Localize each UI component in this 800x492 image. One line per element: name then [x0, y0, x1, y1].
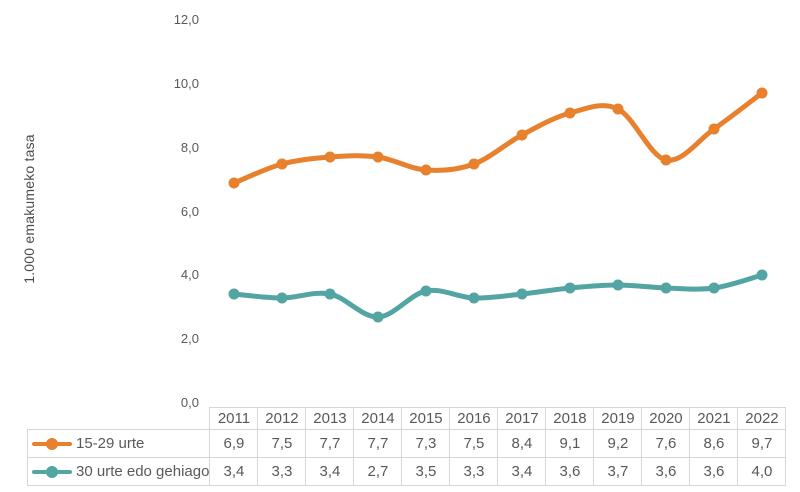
data-point-30-urte-edo-gehiago-2021	[708, 282, 720, 294]
value-cell-15-29-urte-2013: 7,7	[305, 429, 355, 458]
y-tick-label: 4,0	[180, 267, 199, 283]
year-header-2021: 2021	[689, 407, 739, 430]
data-point-15-29-urte-2014	[372, 151, 384, 163]
data-point-15-29-urte-2015	[420, 164, 432, 176]
data-point-15-29-urte-2012	[276, 158, 288, 170]
value-cell-30-urte-edo-gehiago-2013: 3,4	[305, 457, 355, 486]
y-tick-label: 6,0	[180, 203, 199, 219]
legend-line-marker-icon	[32, 465, 72, 479]
year-header-2013: 2013	[305, 407, 355, 430]
data-point-30-urte-edo-gehiago-2020	[660, 282, 672, 294]
year-header-2014: 2014	[353, 407, 403, 430]
year-header-row: 2011 2012 2013 2014 2015 2016 2017 2018 2019 2020…	[28, 407, 787, 430]
data-table: 2011 2012 2013 2014 2015 2016 2017 2018 2019 2020…	[26, 407, 787, 486]
data-point-30-urte-edo-gehiago-2017	[516, 288, 528, 300]
series-line-30-urte-edo-gehiago	[231, 272, 765, 320]
value-cell-15-29-urte-2015: 7,3	[401, 429, 451, 458]
value-cell-15-29-urte-2018: 9,1	[545, 429, 595, 458]
data-point-30-urte-edo-gehiago-2019	[612, 279, 624, 291]
data-point-15-29-urte-2021	[708, 123, 720, 135]
year-header-2012: 2012	[257, 407, 307, 430]
data-point-30-urte-edo-gehiago-2015	[420, 285, 432, 297]
year-header-2017: 2017	[497, 407, 547, 430]
data-point-30-urte-edo-gehiago-2022	[756, 269, 768, 281]
data-point-30-urte-edo-gehiago-2012	[276, 292, 288, 304]
value-cell-30-urte-edo-gehiago-2011: 3,4	[209, 457, 259, 486]
value-cell-15-29-urte-2016: 7,5	[449, 429, 499, 458]
y-tick-label: 2,0	[180, 331, 199, 347]
value-cell-30-urte-edo-gehiago-2019: 3,7	[593, 457, 643, 486]
value-cell-15-29-urte-2014: 7,7	[353, 429, 403, 458]
value-cell-30-urte-edo-gehiago-2015: 3,5	[401, 457, 451, 486]
year-header-2016: 2016	[449, 407, 499, 430]
data-point-15-29-urte-2016	[468, 158, 480, 170]
y-tick-label: 0,0	[180, 395, 199, 410]
data-point-15-29-urte-2020	[660, 154, 672, 166]
legend-cell-15-29-urte: 15-29 urte	[26, 429, 211, 458]
data-point-30-urte-edo-gehiago-2011	[228, 288, 240, 300]
value-cell-30-urte-edo-gehiago-2022: 4,0	[737, 457, 787, 486]
y-tick-label: 12,0	[173, 12, 199, 27]
series-line-15-29-urte	[231, 90, 765, 186]
data-point-15-29-urte-2018	[564, 107, 576, 119]
value-cell-30-urte-edo-gehiago-2021: 3,6	[689, 457, 739, 486]
value-cell-15-29-urte-2019: 9,2	[593, 429, 643, 458]
year-header-2022: 2022	[737, 407, 787, 430]
data-point-15-29-urte-2019	[612, 103, 624, 115]
value-cell-15-29-urte-2020: 7,6	[641, 429, 691, 458]
data-point-30-urte-edo-gehiago-2016	[468, 292, 480, 304]
y-tick-label: 10,0	[173, 75, 199, 91]
data-point-15-29-urte-2017	[516, 129, 528, 141]
value-cell-15-29-urte-2011: 6,9	[209, 429, 259, 458]
data-point-15-29-urte-2013	[324, 151, 336, 163]
value-cell-30-urte-edo-gehiago-2016: 3,3	[449, 457, 499, 486]
value-cell-15-29-urte-2022: 9,7	[737, 429, 787, 458]
legend-label-15-29-urte: 15-29 urte	[76, 435, 145, 452]
table-row-15-29-urte: 15-29 urte 6,9 7,5 7,7 7,7 7,3 7,5 8,4 9,1 9,2 7,6…	[26, 429, 787, 458]
value-cell-30-urte-edo-gehiago-2017: 3,4	[497, 457, 547, 486]
value-cell-15-29-urte-2012: 7,5	[257, 429, 307, 458]
year-header-2011: 2011	[209, 407, 259, 430]
data-point-30-urte-edo-gehiago-2013	[324, 288, 336, 300]
data-point-30-urte-edo-gehiago-2014	[372, 311, 384, 323]
year-header-2018: 2018	[545, 407, 595, 430]
value-cell-15-29-urte-2021: 8,6	[689, 429, 739, 458]
value-cell-30-urte-edo-gehiago-2020: 3,6	[641, 457, 691, 486]
legend-label-30-urte-edo-gehiago: 30 urte edo gehiago	[76, 463, 210, 480]
table-row-30-urte-edo-gehiago: 30 urte edo gehiago 3,4 3,3 3,4 2,7 3,5 3,3 3,4…	[26, 457, 787, 486]
legend-line-marker-icon	[32, 437, 72, 451]
plot-area	[228, 87, 768, 323]
value-cell-15-29-urte-2017: 8,4	[497, 429, 547, 458]
data-point-15-29-urte-2011	[228, 177, 240, 189]
y-tick-label: 8,0	[180, 139, 199, 155]
value-cell-30-urte-edo-gehiago-2014: 2,7	[353, 457, 403, 486]
year-header-2019: 2019	[593, 407, 643, 430]
year-header-2020: 2020	[641, 407, 691, 430]
year-header-2015: 2015	[401, 407, 451, 430]
value-cell-30-urte-edo-gehiago-2012: 3,3	[257, 457, 307, 486]
data-point-30-urte-edo-gehiago-2018	[564, 282, 576, 294]
data-point-15-29-urte-2022	[756, 87, 768, 99]
value-cell-30-urte-edo-gehiago-2018: 3,6	[545, 457, 595, 486]
legend-cell-30-urte-edo-gehiago: 30 urte edo gehiago	[26, 457, 211, 486]
legend-header-spacer	[28, 408, 210, 430]
